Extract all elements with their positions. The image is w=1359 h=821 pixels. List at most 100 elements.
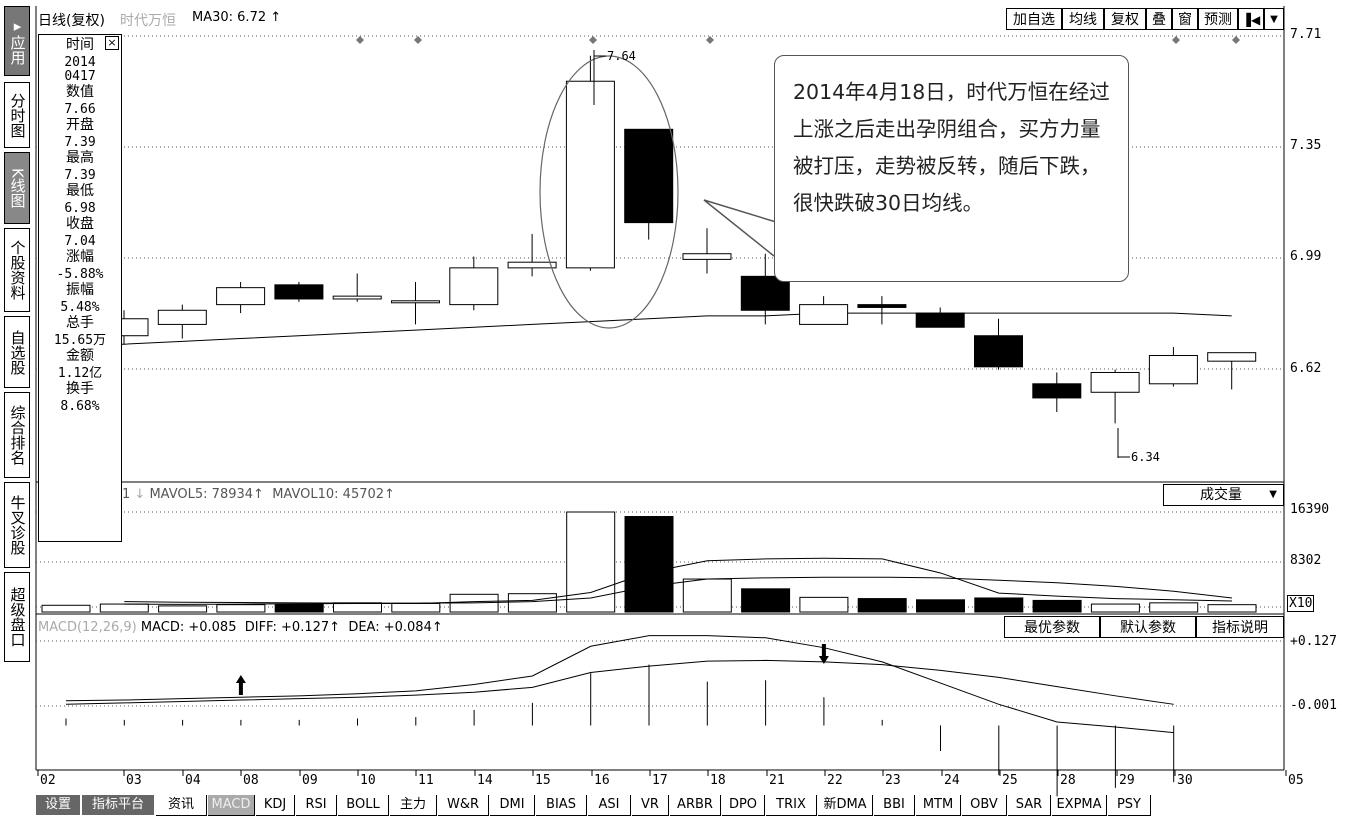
macd-value: MACD: +0.085 <box>140 620 237 635</box>
sidebar-item-profile[interactable]: 个股资料 <box>4 228 30 312</box>
tab-boll[interactable]: BOLL <box>338 795 389 816</box>
candlestick[interactable] <box>332 273 382 302</box>
candlestick[interactable] <box>799 296 849 325</box>
tab-rsi[interactable]: RSI <box>296 795 337 816</box>
sidebar-item-orderbook[interactable]: 超级盘口 <box>4 572 30 662</box>
overlay-button[interactable]: 叠 <box>1146 8 1172 30</box>
candlestick[interactable] <box>1032 372 1082 413</box>
chevron-down-icon: ▼ <box>1269 489 1277 500</box>
tab-指标平台[interactable]: 指标平台 <box>82 795 154 815</box>
candlestick[interactable] <box>624 128 674 240</box>
event-marker-icon[interactable] <box>1172 36 1180 44</box>
event-marker-icon[interactable] <box>414 36 422 44</box>
info-label: 开盘 <box>66 117 94 133</box>
candlestick[interactable] <box>391 282 440 325</box>
high-annotation: 7.64 <box>607 49 636 63</box>
ma30-line <box>40 312 1232 345</box>
tab-mtm[interactable]: MTM <box>916 795 961 816</box>
candlestick[interactable] <box>915 307 965 328</box>
sidebar-item-intraday[interactable]: 分时图 <box>4 82 30 148</box>
callout-text: 2014年4月18日，时代万恒在经过上涨之后走出孕阴组合，买方力量被打压，走势被… <box>793 80 1110 215</box>
x-axis-label: 22 <box>827 773 843 788</box>
volume-bar <box>391 602 441 613</box>
tab-w&r[interactable]: W&R <box>438 795 489 816</box>
event-marker-icon[interactable] <box>589 36 597 44</box>
candlestick[interactable] <box>1090 369 1140 424</box>
indicator-help-button[interactable]: 指标说明 <box>1196 616 1284 638</box>
volume-bar <box>216 604 266 613</box>
info-value: 7.66 <box>64 102 96 117</box>
volume-bar <box>916 599 965 613</box>
x-axis-label: 11 <box>418 773 434 788</box>
candlestick[interactable] <box>216 282 266 314</box>
candlestick[interactable] <box>1148 347 1198 387</box>
macd-name: MACD(12,26,9) <box>38 620 137 635</box>
indicator-select[interactable]: 成交量 ▼ <box>1163 484 1284 506</box>
tab-psy[interactable]: PSY <box>1108 795 1151 816</box>
sidebar-item-kline[interactable]: K线图 <box>4 152 30 224</box>
volume-scale-label: X10 <box>1287 595 1315 612</box>
info-value: 6.98 <box>64 201 96 216</box>
candlestick[interactable] <box>740 253 790 325</box>
tab-kdj[interactable]: KDJ <box>256 795 295 816</box>
tab-expma[interactable]: EXPMA <box>1052 795 1107 816</box>
candlestick[interactable] <box>857 296 907 325</box>
candlestick[interactable] <box>449 256 499 311</box>
sell-arrow-icon <box>818 644 829 664</box>
forecast-button[interactable]: 预测 <box>1198 8 1238 30</box>
tab-arbr[interactable]: ARBR <box>670 795 721 816</box>
tab-asi[interactable]: ASI <box>588 795 631 816</box>
default-params-button[interactable]: 默认参数 <box>1100 616 1196 638</box>
candlestick[interactable] <box>274 282 324 302</box>
close-icon[interactable]: × <box>105 36 119 50</box>
buy-arrow-icon <box>235 675 246 695</box>
info-label: 金额 <box>66 348 94 364</box>
tab-dmi[interactable]: DMI <box>490 795 535 816</box>
candlestick[interactable] <box>157 304 207 339</box>
tab-bias[interactable]: BIAS <box>536 795 587 816</box>
ma-button[interactable]: 均线 <box>1062 8 1104 30</box>
arrow-up-icon: ↑ <box>329 620 341 635</box>
window-button[interactable]: 窗 <box>1172 8 1198 30</box>
sidebar-item-ranking[interactable]: 综合排名 <box>4 392 30 478</box>
info-label: 时间 <box>66 37 94 53</box>
tab-macd[interactable]: MACD <box>208 795 255 816</box>
sidebar-item-label: ▸应用 <box>8 17 27 65</box>
tab-obv[interactable]: OBV <box>962 795 1007 816</box>
stock-name: 时代万恒 <box>120 13 176 29</box>
macd-axis-label: +0.127 <box>1290 634 1337 649</box>
optimal-params-button[interactable]: 最优参数 <box>1004 616 1100 638</box>
candlestick[interactable] <box>507 233 557 277</box>
tab-资讯[interactable]: 资讯 <box>156 795 207 816</box>
price-axis-label: 6.99 <box>1290 249 1322 264</box>
x-axis-label: 05 <box>1288 773 1304 788</box>
sidebar-item-apps[interactable]: ▸应用 <box>4 6 30 76</box>
first-page-icon[interactable]: ▐◀ <box>1238 8 1264 30</box>
tab-新dma[interactable]: 新DMA <box>818 795 873 816</box>
tab-trix[interactable]: TRIX <box>766 795 817 816</box>
volume-prefix: 1 <box>122 487 131 502</box>
sidebar-item-diagnosis[interactable]: 牛叉诊股 <box>4 482 30 568</box>
candlestick[interactable] <box>682 228 732 274</box>
add-watchlist-button[interactable]: 加自选 <box>1006 8 1062 30</box>
tab-主力[interactable]: 主力 <box>390 795 437 816</box>
event-marker-icon[interactable] <box>1232 36 1240 44</box>
mavol10-value: MAVOL10: 45702 <box>272 487 385 502</box>
volume-bar <box>1090 603 1140 613</box>
adjust-button[interactable]: 复权 <box>1104 8 1146 30</box>
candlestick[interactable] <box>974 318 1023 370</box>
arrow-up-icon: ↑ <box>270 10 282 25</box>
sidebar-item-watchlist[interactable]: 自选股 <box>4 316 30 388</box>
tab-设置[interactable]: 设置 <box>36 795 80 815</box>
candlestick[interactable] <box>1207 352 1257 390</box>
tab-sar[interactable]: SAR <box>1008 795 1051 816</box>
candlestick[interactable] <box>565 55 615 271</box>
event-marker-icon[interactable] <box>356 36 364 44</box>
macd-axis-label: -0.001 <box>1290 698 1337 713</box>
event-marker-icon[interactable] <box>706 36 714 44</box>
price-axis-label: 7.35 <box>1290 138 1322 153</box>
tab-bbi[interactable]: BBI <box>874 795 915 816</box>
tab-dpo[interactable]: DPO <box>722 795 765 816</box>
tab-vr[interactable]: VR <box>632 795 669 816</box>
